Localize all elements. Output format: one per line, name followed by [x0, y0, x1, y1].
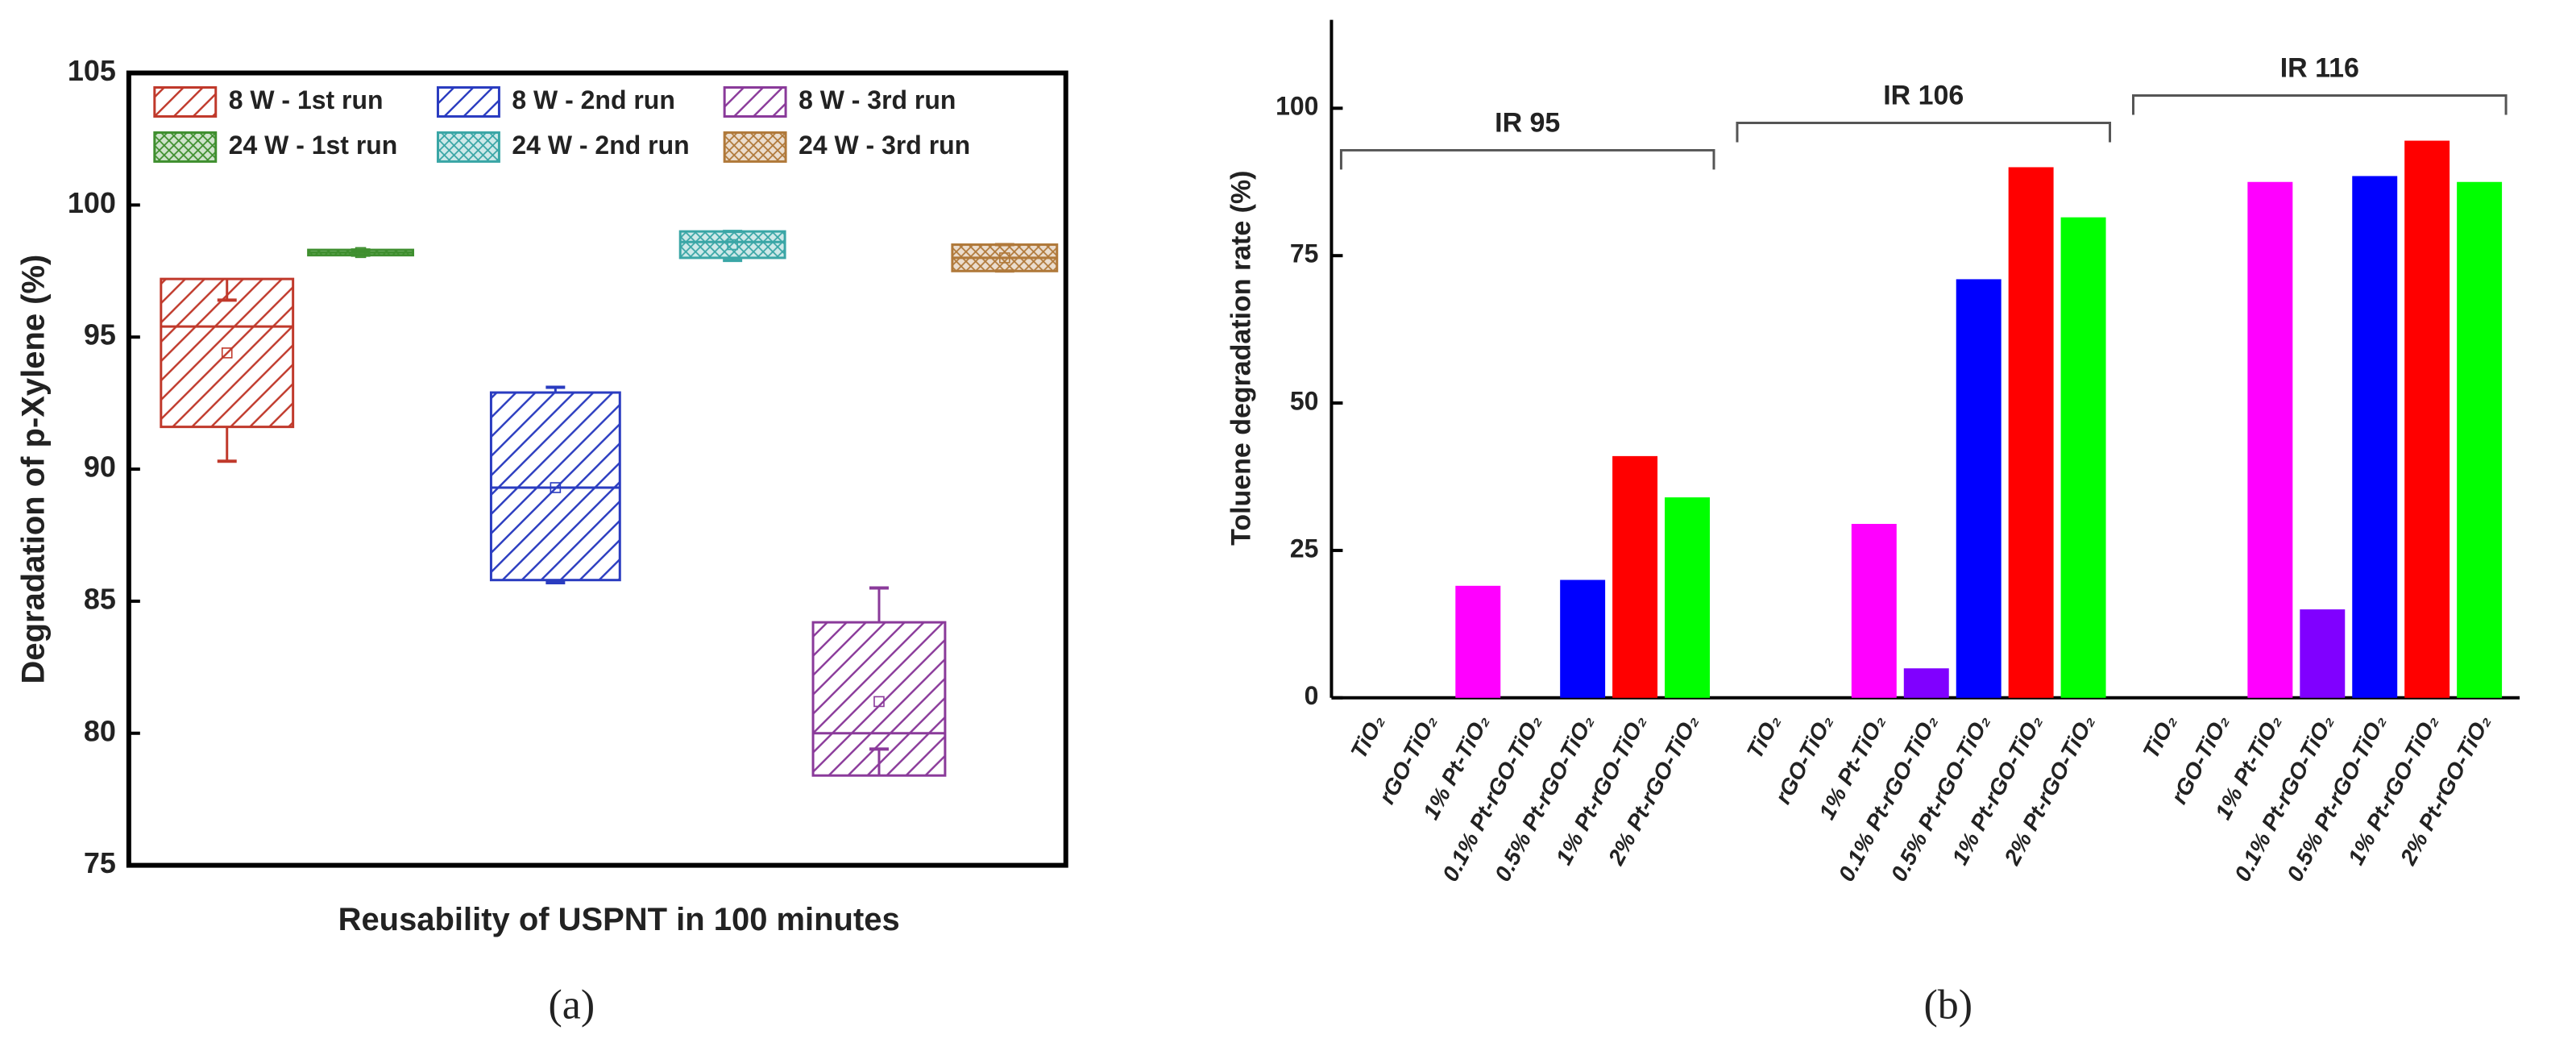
mean — [727, 239, 738, 251]
y-tick-label: 85 — [84, 582, 116, 615]
x-tick-label: TiO₂ — [2138, 711, 2181, 763]
y-tick-label: 75 — [84, 846, 116, 879]
group-bracket — [1339, 148, 1715, 170]
bar — [1560, 580, 1606, 698]
mean — [999, 252, 1010, 264]
mean — [873, 696, 885, 708]
legend-label: 8 W - 3rd run — [799, 85, 956, 114]
group-label: IR 116 — [2280, 52, 2359, 83]
y-tick-label: 0 — [1305, 681, 1319, 710]
bar — [2008, 167, 2054, 698]
bar — [2300, 609, 2346, 698]
x-tick-label: TiO₂ — [1742, 711, 1786, 763]
bar — [2457, 181, 2503, 698]
bar — [1665, 497, 1711, 698]
y-tick-label: 95 — [84, 318, 116, 351]
mean — [355, 247, 367, 259]
legend-label: 24 W - 2nd run — [512, 131, 689, 160]
bar — [1455, 585, 1501, 698]
bar — [2404, 140, 2450, 698]
y-tick-label: 75 — [1290, 239, 1319, 268]
x-axis-label: Reusability of USPNT in 100 minutes — [338, 902, 900, 937]
group-label: IR 95 — [1495, 107, 1560, 138]
bar — [2352, 176, 2398, 698]
legend-label: 24 W - 3rd run — [799, 131, 970, 160]
group-bracket — [2132, 94, 2508, 115]
caption: (a) — [549, 982, 595, 1028]
legend-swatch — [436, 131, 500, 163]
group-bracket — [1736, 121, 2112, 143]
y-tick-label: 90 — [84, 451, 116, 484]
legend-label: 24 W - 1st run — [229, 131, 398, 160]
bar — [2060, 217, 2106, 698]
bar — [1851, 524, 1897, 698]
y-axis-label: Toluene degradation rate (%) — [1226, 171, 1257, 546]
bar — [1903, 668, 1949, 698]
y-tick-label: 50 — [1290, 386, 1319, 415]
box — [489, 391, 621, 582]
bar — [1612, 455, 1658, 698]
bar — [2247, 181, 2293, 698]
legend-label: 8 W - 2nd run — [512, 85, 674, 114]
y-tick-label: 100 — [68, 186, 116, 219]
legend-label: 8 W - 1st run — [229, 85, 384, 114]
y-tick-label: 25 — [1290, 534, 1319, 563]
legend-swatch — [436, 86, 500, 118]
caption: (b) — [1923, 982, 1972, 1028]
legend-swatch — [723, 131, 787, 163]
y-tick-label: 80 — [84, 714, 116, 747]
box — [678, 230, 786, 260]
box — [811, 621, 947, 777]
y-tick-label: 105 — [68, 54, 116, 87]
mean — [550, 482, 562, 493]
group-label: IR 106 — [1883, 80, 1964, 110]
y-tick-label: 100 — [1276, 92, 1318, 121]
legend-swatch — [153, 86, 218, 118]
box — [160, 277, 295, 429]
bar — [1956, 279, 2001, 698]
mean — [221, 347, 233, 359]
y-axis-label: Degradation of p-Xylene (%) — [16, 255, 52, 684]
x-tick-label: TiO₂ — [1346, 711, 1389, 763]
legend-swatch — [153, 131, 218, 163]
legend-swatch — [723, 86, 787, 118]
